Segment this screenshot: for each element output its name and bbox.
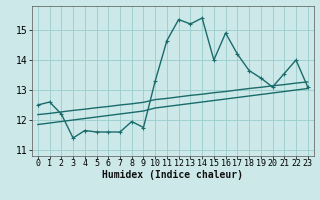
X-axis label: Humidex (Indice chaleur): Humidex (Indice chaleur) (102, 170, 243, 180)
